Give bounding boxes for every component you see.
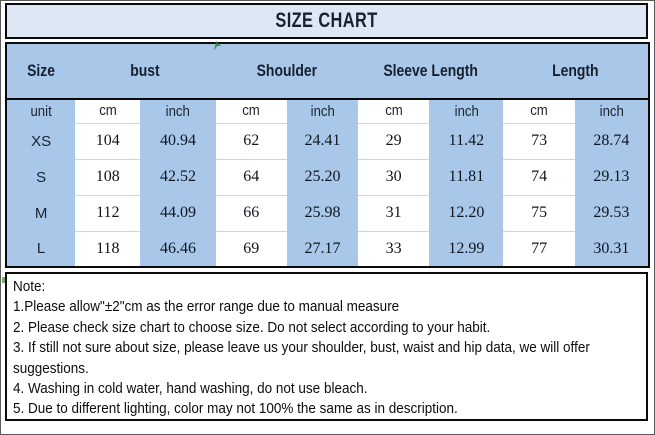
unit-label-cell: cm	[503, 99, 575, 124]
note-line-4: 4. Washing in cold water, hand washing, …	[13, 380, 368, 398]
unit-label-cell: cm	[215, 99, 287, 124]
value-cell: 30	[358, 159, 430, 196]
notes-heading: Note:	[13, 278, 46, 295]
page-title: SIZE CHART	[275, 9, 378, 32]
table-row-xs: XS 104 40.94 62 24.41 29 11.42 73 28.74	[6, 123, 649, 160]
note-line-2: 2. Please check size chart to choose siz…	[13, 318, 491, 336]
value-cell: 12.20	[429, 195, 504, 231]
value-cell: 25.20	[286, 159, 359, 195]
value-cell: 11.42	[429, 123, 504, 159]
size-chart-table: Size bust Shoulder Sleeve Length Length …	[5, 42, 650, 268]
note-line-3: 3. If still not sure about size, please …	[13, 339, 590, 357]
value-cell: 42.52	[140, 159, 216, 195]
value-cell: 74	[503, 159, 575, 196]
value-cell: 29.53	[574, 195, 649, 231]
header-size: Size	[6, 43, 76, 100]
note-line-5: 5. Due to different lighting, color may …	[13, 400, 458, 418]
value-cell: 29	[358, 123, 430, 160]
value-cell: 27.17	[286, 231, 359, 267]
value-cell: 75	[503, 195, 575, 232]
unit-label-cell: inch	[574, 99, 649, 123]
value-cell: 62	[215, 123, 287, 160]
header-shoulder: Shoulder	[215, 43, 359, 100]
unit-label-cell: unit	[6, 99, 76, 123]
table-row-m: M 112 44.09 66 25.98 31 12.20 75 29.53	[6, 195, 649, 232]
value-cell: 40.94	[140, 123, 216, 159]
unit-label-cell: inch	[429, 99, 504, 123]
unit-label-cell: inch	[140, 99, 216, 123]
unit-label-cell: cm	[358, 99, 430, 124]
value-cell: 24.41	[286, 123, 359, 159]
value-cell: 73	[503, 123, 575, 160]
value-cell: 118	[75, 231, 141, 267]
value-cell: 12.99	[429, 231, 504, 267]
value-cell: 11.81	[429, 159, 504, 195]
header-sleeve-length: Sleeve Length	[358, 43, 504, 100]
value-cell: 64	[215, 159, 287, 196]
note-line-1: 1.Please allow"±2"cm as the error range …	[13, 298, 400, 316]
value-cell: 77	[503, 231, 575, 267]
value-cell: 30.31	[574, 231, 649, 267]
unit-row: unit cm inch cm inch cm inch cm inch	[6, 99, 649, 124]
header-length: Length	[503, 43, 649, 100]
value-cell: 29.13	[574, 159, 649, 195]
table-row-s: S 108 42.52 64 25.20 30 11.81 74 29.13	[6, 159, 649, 196]
value-cell: 33	[358, 231, 430, 267]
note-line-3-wrap: suggestions.	[13, 359, 89, 377]
value-cell: 44.09	[140, 195, 216, 231]
value-cell: 66	[215, 195, 287, 232]
size-cell: M	[6, 195, 76, 231]
size-cell: S	[6, 159, 76, 195]
table-row-l: L 118 46.46 69 27.17 33 12.99 77 30.31	[6, 231, 649, 267]
value-cell: 31	[358, 195, 430, 232]
size-cell: L	[6, 231, 76, 267]
header-bust: bust	[75, 43, 216, 100]
notes-panel: Note: 1.Please allow"±2"cm as the error …	[5, 272, 648, 421]
size-cell: XS	[6, 123, 76, 159]
unit-label-cell: inch	[286, 99, 359, 123]
green-edge-artifact	[2, 277, 5, 283]
value-cell: 46.46	[140, 231, 216, 267]
table-header-row: Size bust Shoulder Sleeve Length Length	[6, 43, 649, 100]
title-bar: SIZE CHART	[5, 3, 648, 39]
value-cell: 69	[215, 231, 287, 267]
value-cell: 104	[75, 123, 141, 160]
value-cell: 112	[75, 195, 141, 232]
unit-label-cell: cm	[75, 99, 141, 124]
value-cell: 28.74	[574, 123, 649, 159]
value-cell: 25.98	[286, 195, 359, 231]
value-cell: 108	[75, 159, 141, 196]
